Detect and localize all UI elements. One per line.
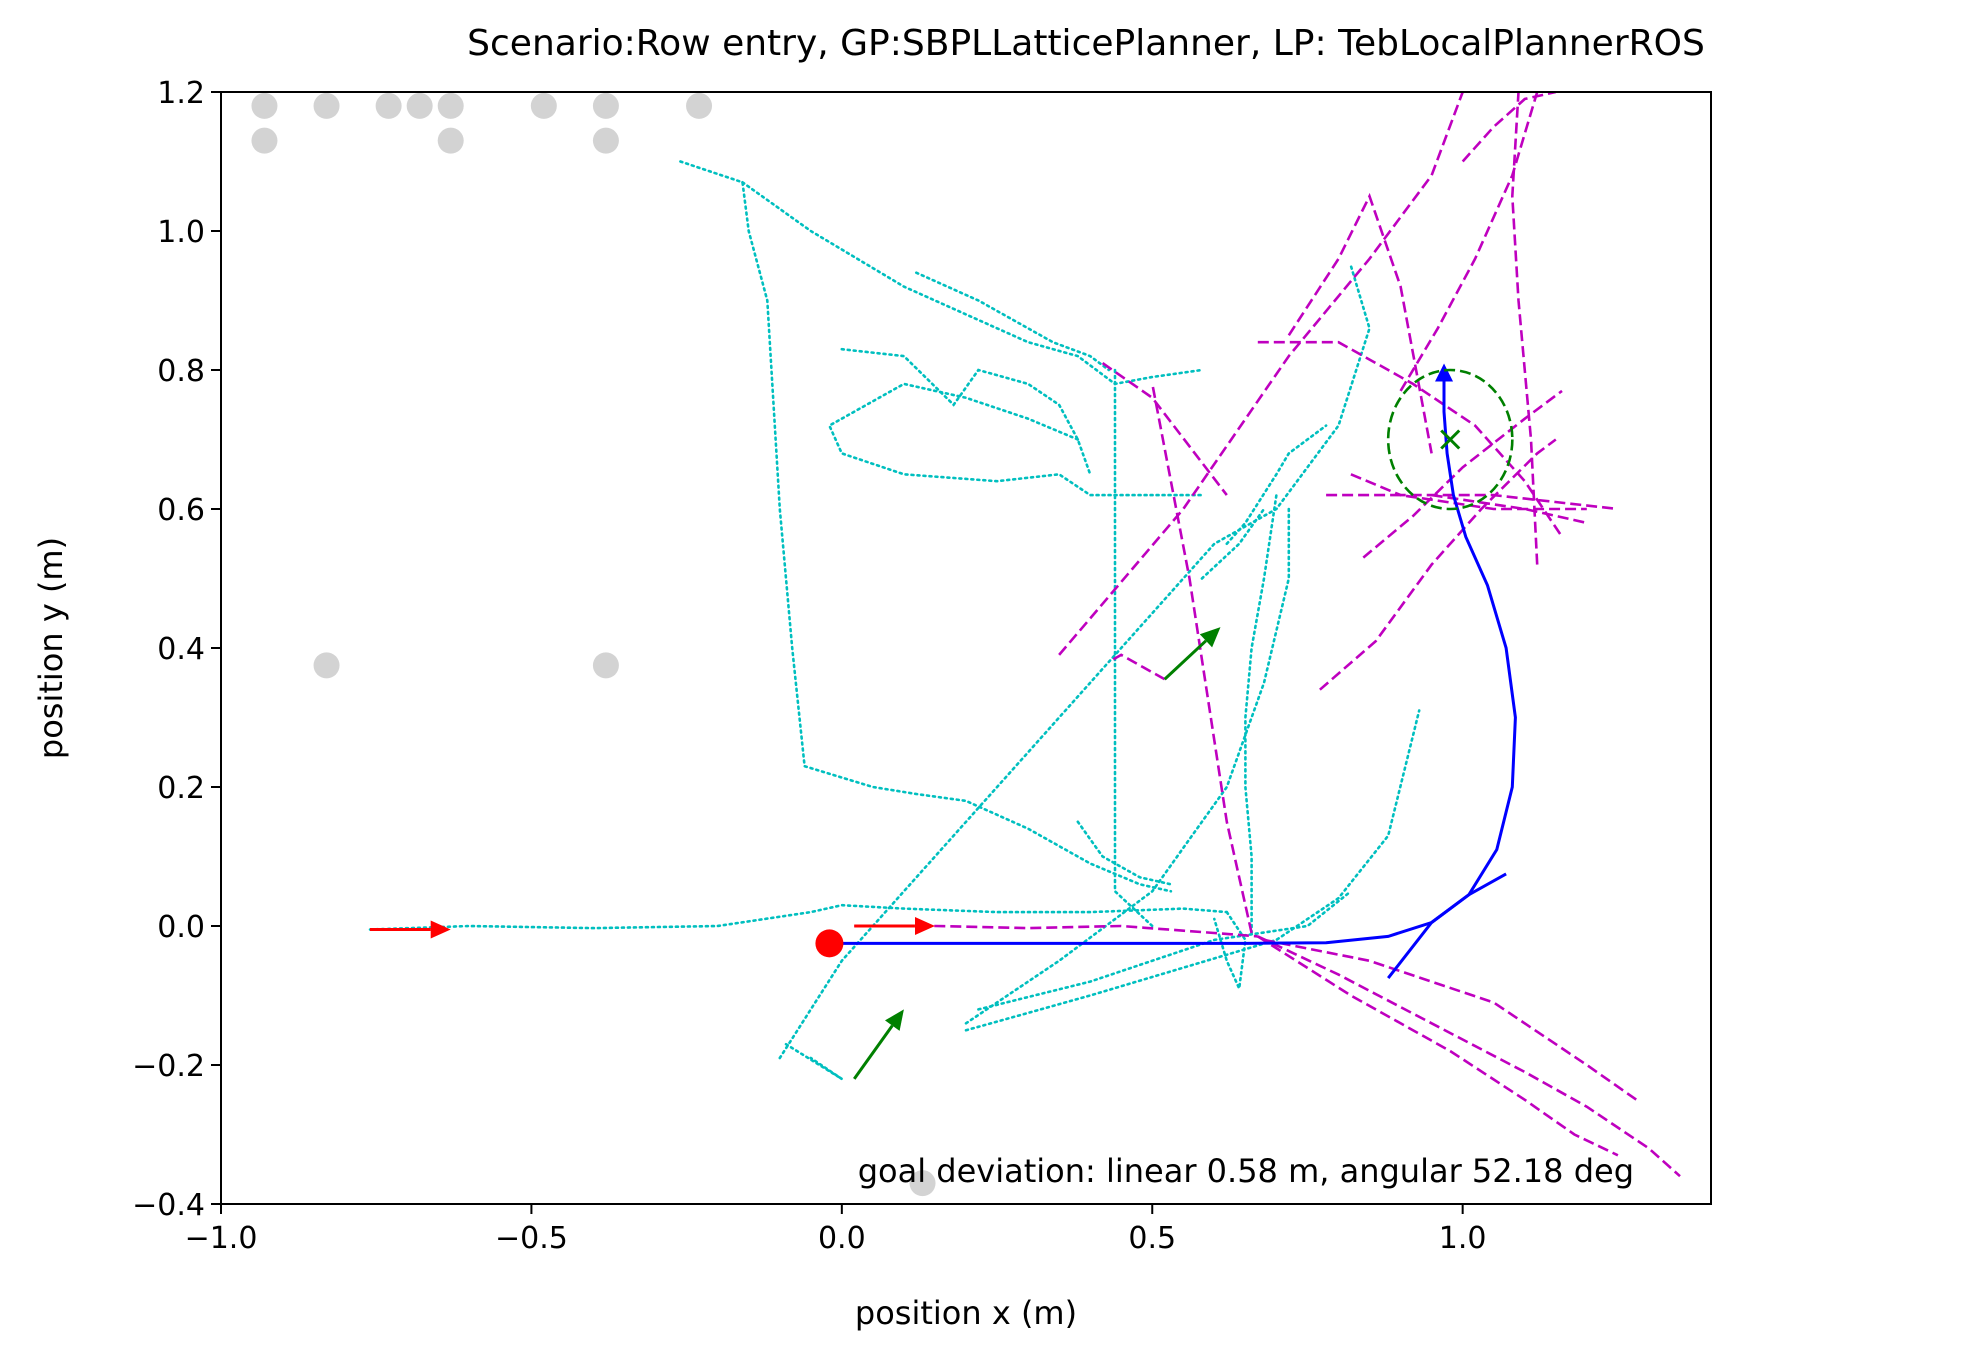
local-plan-line	[1101, 362, 1228, 496]
x-axis: −1.0 −0.5 0.0 0.5 1.0	[185, 1204, 1487, 1256]
pose-arrow-shaft	[853, 1024, 894, 1080]
start-point	[815, 929, 844, 958]
obstacle-point	[313, 652, 340, 679]
local-plan-line	[1319, 438, 1557, 691]
x-tick-label: −0.5	[495, 1221, 568, 1256]
obstacle-point	[909, 1170, 936, 1197]
global-plan-line	[1200, 507, 1266, 580]
global-plan-line	[840, 347, 1092, 476]
y-tick-label: −0.2	[132, 1049, 205, 1084]
obstacle-point	[592, 92, 619, 119]
global-plan-line	[1225, 424, 1328, 546]
local-plan-line	[1461, 92, 1557, 163]
global-plan-line	[368, 903, 1229, 931]
robot-heading-arrowhead	[1435, 363, 1454, 382]
y-tick-label: 0.6	[157, 493, 205, 528]
obstacle-point	[686, 92, 713, 119]
local-plan-line	[1058, 92, 1464, 656]
pose-arrow-shaft	[1163, 639, 1207, 681]
global-plan-line	[1244, 493, 1278, 935]
local-plan-line	[1399, 92, 1539, 392]
local-plan-line	[1326, 493, 1587, 511]
x-tick-label: 0.5	[1128, 1221, 1176, 1256]
local-plan-line	[1287, 192, 1433, 454]
local-plan-line	[1257, 340, 1564, 538]
global-plan-line	[964, 709, 1421, 1032]
global-plan-line	[914, 271, 1111, 372]
pose-arrow-head	[915, 917, 935, 935]
local-plan-line	[1431, 493, 1588, 525]
x-tick-label: 1.0	[1439, 1221, 1487, 1256]
global-plan-line	[1213, 910, 1247, 994]
y-tick-label: 0.0	[157, 910, 205, 945]
obstacle-point	[437, 92, 464, 119]
robot-path-line	[829, 373, 1517, 945]
local-plan-line	[1151, 383, 1253, 934]
y-tick-label: 0.2	[157, 771, 205, 806]
obstacle-point	[592, 127, 619, 154]
global-plan-line	[741, 181, 1204, 386]
chart-title: Scenario:Row entry, GP:SBPLLatticePlanne…	[467, 23, 1705, 64]
obstacle-point	[592, 652, 619, 679]
goal-marker-stroke	[1440, 429, 1461, 450]
global-plan-line	[977, 889, 1353, 1011]
global-plan-line	[784, 1042, 843, 1081]
y-tick-label: −0.4	[132, 1188, 205, 1223]
obstacle-point	[530, 92, 557, 119]
obstacle-point	[437, 127, 464, 154]
obstacle-point	[375, 92, 402, 119]
x-axis-label: position x (m)	[855, 1294, 1077, 1332]
y-axis: −0.4 −0.2 0.0 0.2 0.4 0.6 0.8 1.0 1.2	[132, 76, 221, 1223]
obstacle-point	[313, 92, 340, 119]
y-tick-label: 0.8	[157, 354, 205, 389]
y-tick-label: 1.0	[157, 215, 205, 250]
x-tick-label: −1.0	[185, 1221, 258, 1256]
global-plan-line	[827, 382, 1204, 497]
local-plan-line	[1362, 389, 1563, 559]
local-plan-line	[1350, 473, 1619, 511]
global-plan-line	[1113, 368, 1154, 928]
global-plan-line	[1076, 820, 1173, 886]
pose-arrow-head	[1199, 627, 1221, 648]
local-plan-line	[1510, 92, 1539, 565]
local-plan-line	[1108, 653, 1166, 681]
local-plan-line	[1263, 938, 1638, 1101]
goal-tolerance-circle	[1386, 368, 1514, 511]
pose-arrow-head	[885, 1009, 904, 1031]
y-axis-label: position y (m)	[32, 537, 70, 759]
global-plan-line	[679, 160, 1173, 893]
robot-path-branch-line	[1387, 872, 1507, 980]
goal-deviation-annotation: goal deviation: linear 0.58 m, angular 5…	[858, 1152, 1634, 1190]
global-plan-line	[778, 264, 1371, 1060]
y-tick-label: 0.4	[157, 632, 205, 667]
plot-area	[251, 92, 1681, 1197]
global-plan-line	[964, 507, 1291, 1025]
x-tick-label: 0.0	[818, 1221, 866, 1256]
obstacle-point	[251, 92, 278, 119]
local-plan-line	[1257, 935, 1681, 1178]
obstacle-point	[251, 127, 278, 154]
obstacle-point	[406, 92, 433, 119]
pose-arrow-head	[430, 920, 451, 939]
y-tick-label: 1.2	[157, 76, 205, 111]
